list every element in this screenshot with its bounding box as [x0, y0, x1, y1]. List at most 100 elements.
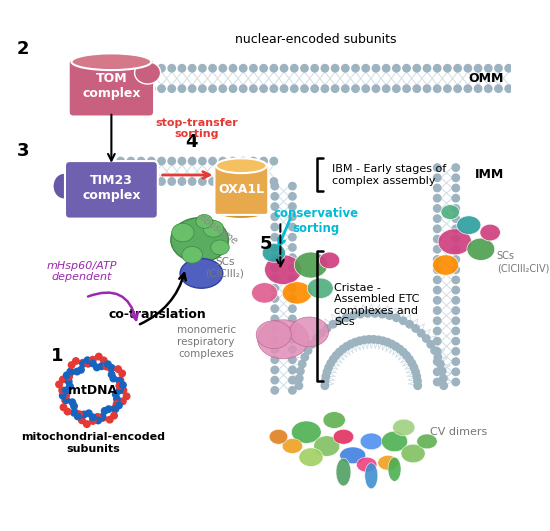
- Circle shape: [189, 85, 196, 92]
- Circle shape: [414, 382, 421, 389]
- Circle shape: [117, 65, 124, 72]
- Ellipse shape: [256, 321, 292, 348]
- Circle shape: [433, 348, 441, 355]
- Circle shape: [76, 411, 82, 417]
- Circle shape: [464, 85, 471, 92]
- Circle shape: [239, 85, 247, 92]
- Circle shape: [103, 363, 110, 370]
- Circle shape: [219, 65, 227, 72]
- Circle shape: [199, 157, 206, 165]
- Circle shape: [403, 65, 410, 72]
- Circle shape: [271, 203, 278, 210]
- Circle shape: [209, 157, 216, 165]
- Circle shape: [147, 65, 155, 72]
- Circle shape: [90, 356, 96, 363]
- Circle shape: [189, 157, 196, 165]
- Circle shape: [260, 157, 267, 165]
- Circle shape: [120, 382, 126, 388]
- Ellipse shape: [204, 220, 224, 237]
- Circle shape: [384, 338, 391, 346]
- Circle shape: [79, 417, 85, 424]
- Ellipse shape: [456, 216, 481, 234]
- Circle shape: [311, 65, 318, 72]
- Circle shape: [452, 348, 459, 355]
- Circle shape: [189, 178, 196, 185]
- Text: IMM: IMM: [475, 168, 504, 182]
- Circle shape: [452, 337, 459, 345]
- Circle shape: [99, 414, 106, 420]
- Circle shape: [362, 65, 370, 72]
- Circle shape: [413, 85, 421, 92]
- Circle shape: [138, 178, 145, 185]
- Circle shape: [433, 317, 441, 324]
- Circle shape: [295, 382, 303, 389]
- Circle shape: [406, 321, 413, 328]
- Circle shape: [90, 414, 96, 421]
- Ellipse shape: [480, 224, 500, 241]
- Circle shape: [356, 311, 364, 318]
- Circle shape: [289, 346, 296, 353]
- Circle shape: [343, 314, 350, 322]
- Circle shape: [271, 305, 278, 312]
- Circle shape: [260, 178, 267, 185]
- Circle shape: [119, 370, 125, 376]
- Circle shape: [356, 337, 364, 345]
- Circle shape: [168, 157, 175, 165]
- Circle shape: [289, 234, 296, 241]
- Circle shape: [117, 387, 123, 393]
- Circle shape: [495, 85, 502, 92]
- Ellipse shape: [299, 448, 323, 466]
- Circle shape: [271, 264, 278, 271]
- Circle shape: [250, 178, 257, 185]
- Circle shape: [271, 254, 278, 261]
- Circle shape: [117, 377, 124, 383]
- Circle shape: [158, 65, 165, 72]
- Ellipse shape: [290, 317, 328, 347]
- Circle shape: [329, 321, 337, 328]
- Circle shape: [452, 174, 459, 182]
- Circle shape: [452, 297, 459, 304]
- Circle shape: [433, 245, 441, 253]
- Circle shape: [271, 356, 278, 363]
- Circle shape: [431, 347, 438, 354]
- Circle shape: [289, 326, 296, 333]
- Circle shape: [289, 336, 296, 343]
- Text: 2: 2: [16, 40, 29, 58]
- Circle shape: [74, 369, 80, 375]
- Circle shape: [209, 85, 216, 92]
- Circle shape: [271, 387, 278, 394]
- Text: stop-transfer
sorting: stop-transfer sorting: [156, 118, 238, 139]
- Circle shape: [296, 367, 304, 375]
- Ellipse shape: [356, 457, 377, 472]
- Circle shape: [452, 245, 459, 253]
- Circle shape: [96, 353, 102, 360]
- Circle shape: [329, 355, 337, 363]
- Circle shape: [260, 65, 267, 72]
- Circle shape: [308, 340, 316, 348]
- Circle shape: [505, 85, 513, 92]
- Circle shape: [433, 65, 441, 72]
- Circle shape: [362, 85, 370, 92]
- Circle shape: [332, 85, 339, 92]
- Circle shape: [433, 297, 441, 304]
- Circle shape: [271, 223, 278, 230]
- Circle shape: [59, 376, 66, 383]
- Circle shape: [351, 338, 359, 346]
- Circle shape: [495, 65, 502, 72]
- Circle shape: [414, 378, 421, 385]
- Circle shape: [289, 305, 296, 312]
- Circle shape: [311, 85, 318, 92]
- FancyBboxPatch shape: [214, 165, 268, 215]
- Circle shape: [250, 157, 257, 165]
- Circle shape: [81, 411, 87, 418]
- Circle shape: [378, 311, 386, 318]
- Circle shape: [65, 378, 72, 385]
- Circle shape: [219, 178, 227, 185]
- Ellipse shape: [393, 419, 415, 436]
- Circle shape: [86, 410, 92, 416]
- Circle shape: [107, 416, 113, 423]
- Circle shape: [199, 65, 206, 72]
- Ellipse shape: [251, 282, 278, 303]
- Circle shape: [63, 397, 70, 403]
- Circle shape: [84, 357, 91, 364]
